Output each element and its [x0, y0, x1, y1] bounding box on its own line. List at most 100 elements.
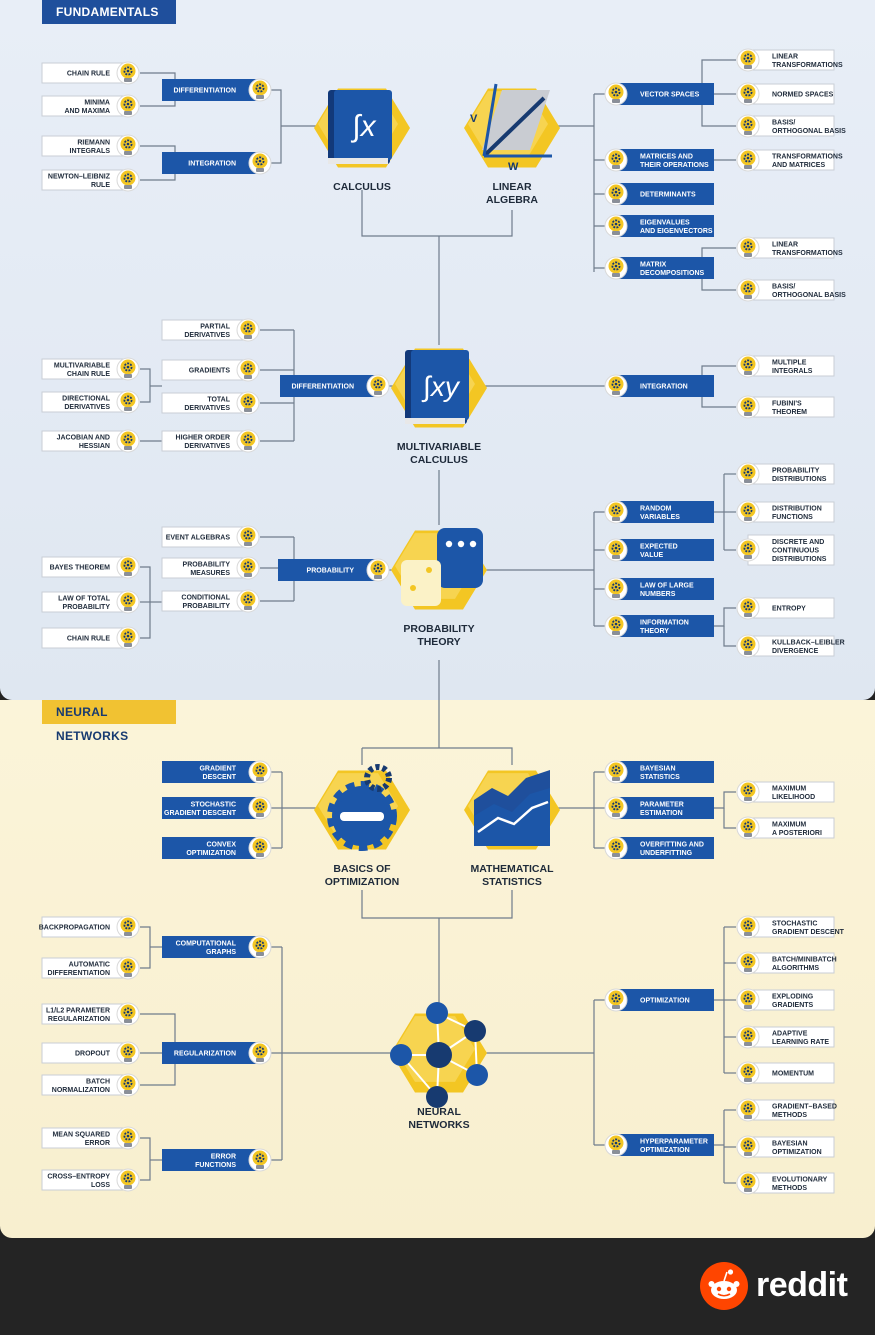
category-mv_diff: DIFFERENTIATION	[280, 375, 378, 397]
label-text: OPTIMIZATION	[772, 1149, 822, 1156]
hub-title: PROBABILITY	[403, 623, 474, 635]
leaf-topic-kl: KULLBACK–LEIBLER DIVERGENCE	[747, 635, 845, 657]
hub-glyph: ∫x	[350, 110, 376, 143]
label-text: INTEGRATION	[188, 161, 236, 168]
leaf-topic-basis1: BASIS/ORTHOGONAL BASIS	[747, 115, 846, 137]
label-text: BAYESIAN	[772, 1140, 808, 1147]
label-text: LAW OF LARGE	[640, 582, 694, 589]
lightbulb-gear-icon	[116, 1002, 140, 1026]
label-text: PROBABILITY	[183, 561, 231, 568]
lightbulb-gear-icon	[604, 577, 628, 601]
label-text: ERROR	[211, 1153, 236, 1160]
label-text: KULLBACK–LEIBLER	[772, 639, 845, 646]
neural-networks-section	[0, 700, 875, 1238]
label-text: FUBINI'S	[772, 400, 802, 407]
lightbulb-gear-icon	[116, 168, 140, 192]
leaf-topic-sgd2: STOCHASTIC GRADIENT DESCENT	[747, 916, 845, 938]
label-text: MINIMA	[84, 99, 110, 106]
leaf-topic-prob_meas: PROBABILITY MEASURES	[161, 557, 249, 579]
reddit-logo-icon	[700, 1262, 748, 1310]
lightbulb-gear-icon	[604, 256, 628, 280]
lightbulb-gear-icon	[736, 48, 760, 72]
leaf-topic-autodiff: AUTOMATIC DIFFERENTIATION	[41, 957, 129, 979]
label-text: A POSTERIORI	[772, 830, 822, 837]
label-text: PROBABILITY	[183, 603, 231, 610]
lightbulb-gear-icon	[736, 816, 760, 840]
lightbulb-gear-icon	[604, 538, 628, 562]
lightbulb-gear-icon	[248, 151, 272, 175]
label-text: LINEAR	[772, 241, 798, 248]
label-text: PARTIAL	[200, 323, 231, 330]
label-text: TOTAL	[207, 396, 230, 403]
label-text: ERROR	[85, 1140, 110, 1147]
label-text: INTEGRALS	[70, 148, 111, 155]
label-text: LAW OF TOTAL	[58, 595, 111, 602]
label-text: MATRIX	[640, 261, 667, 268]
label-text: BACKPROPAGATION	[39, 925, 110, 932]
category-calc_diff: DIFFERENTIATION	[162, 79, 260, 101]
label-text: CHAIN RULE	[67, 71, 110, 78]
category-nn_hyper: HYPERPARAMETER OPTIMIZATION	[616, 1134, 714, 1156]
lightbulb-gear-icon	[604, 836, 628, 860]
category-pt_info: INFORMATION THEORY	[616, 615, 714, 637]
label-text: MATRICES AND	[640, 153, 693, 160]
lightbulb-gear-icon	[116, 357, 140, 381]
label-text: ORTHOGONAL BASIS	[772, 292, 846, 299]
lightbulb-gear-icon	[736, 114, 760, 138]
label-text: EIGENVALUES	[640, 219, 690, 226]
leaf-topic-grad_based: GRADIENT–BASED METHODS	[747, 1099, 837, 1121]
label-text: TRANSFORMATIONS	[772, 62, 843, 69]
lightbulb-gear-icon	[736, 915, 760, 939]
lightbulb-gear-icon	[604, 500, 628, 524]
label-text: GRADIENT–BASED	[772, 1103, 837, 1110]
hub-title: THEORY	[417, 636, 460, 648]
leaf-topic-momentum: MOMENTUM	[747, 1062, 835, 1084]
roadmap-diagram: ∫xCALCULUSVWLINEARALGEBRA∫xyMULTIVARIABL…	[39, 48, 846, 1195]
label-text: REGULARIZATION	[48, 1016, 110, 1023]
category-ms_pe: PARAMETER ESTIMATION	[616, 797, 714, 819]
label-text: CROSS–ENTROPY	[47, 1173, 110, 1180]
lightbulb-gear-icon	[116, 1073, 140, 1097]
label-text: PROBABILITY	[63, 604, 111, 611]
label-text: PARAMETER	[640, 801, 684, 808]
lightbulb-gear-icon	[604, 988, 628, 1012]
category-nn_err: ERROR FUNCTIONS	[162, 1149, 260, 1171]
neural-network-icon	[390, 1002, 488, 1108]
label-text: MULTIPLE	[772, 359, 807, 366]
category-la_det: DETERMINANTS	[616, 183, 714, 205]
category-pt_lln: LAW OF LARGE NUMBERS	[616, 578, 714, 600]
label-text: OPTIMIZATION	[186, 850, 236, 857]
label-text: LOSS	[91, 1182, 110, 1189]
leaf-topic-riemann: RIEMANN INTEGRALS	[41, 135, 129, 157]
label-text: OPTIMIZATION	[640, 998, 690, 1005]
label-text: EVOLUTIONARY	[772, 1176, 828, 1183]
label-text: NORMED SPACES	[772, 92, 834, 99]
label-text: NEWTON–LEIBNIZ	[48, 173, 111, 180]
label-text: TRANSFORMATIONS	[772, 250, 843, 257]
category-la_mat: MATRICES AND THEIR OPERATIONS	[616, 149, 714, 171]
label-text: DISTRIBUTIONS	[772, 556, 827, 563]
leaf-topic-mse: MEAN SQUARED ERROR	[41, 1127, 129, 1149]
category-opt_sgd: STOCHASTIC GRADIENT DESCENT	[162, 797, 260, 819]
leaf-topic-chain_rule2: CHAIN RULE	[41, 627, 129, 649]
lightbulb-gear-icon	[236, 358, 260, 382]
leaf-topic-ce: CROSS–ENTROPY LOSS	[41, 1169, 129, 1191]
label-text: CONDITIONAL	[181, 594, 230, 601]
label-text: CONTINUOUS	[772, 548, 819, 555]
leaf-topic-dist_func: DISTRIBUTION FUNCTIONS	[747, 501, 835, 523]
hub-title: NETWORKS	[408, 1119, 469, 1131]
label-text: METHODS	[772, 1112, 807, 1119]
label-text: DECOMPOSITIONS	[640, 270, 705, 277]
label-text: DERIVATIVES	[184, 405, 230, 412]
dice-icon	[401, 528, 483, 606]
label-text: MAXIMUM	[772, 785, 806, 792]
label-text: JACOBIAN AND	[57, 434, 110, 441]
lightbulb-gear-icon	[248, 836, 272, 860]
lightbulb-gear-icon	[736, 634, 760, 658]
label-text: DERIVATIVES	[184, 332, 230, 339]
label-text: L1/L2 PARAMETER	[46, 1007, 110, 1014]
label-text: VARIABLES	[640, 514, 680, 521]
